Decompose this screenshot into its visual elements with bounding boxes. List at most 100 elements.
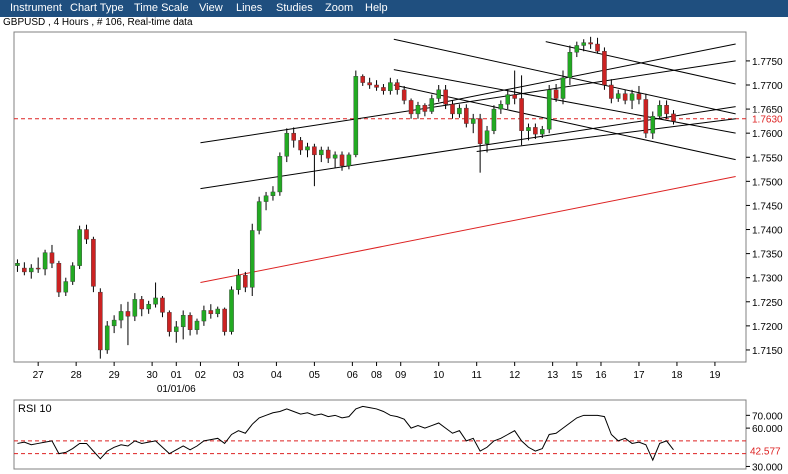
candle-body	[636, 93, 642, 100]
menu-instrument[interactable]: Instrument	[10, 2, 62, 14]
menu-lines[interactable]: Lines	[236, 2, 263, 14]
candle	[111, 315, 117, 334]
rsi-chart[interactable]: 70.000 60.000 30.000 42.577 RSI 10	[0, 397, 788, 474]
candle-body	[581, 42, 586, 46]
chart-title: GBPUSD , 4 Hours , # 106, Real-time data	[3, 17, 193, 28]
y-tick-label: 1.7500	[752, 177, 783, 188]
candle	[56, 260, 62, 297]
x-tick-label: 16	[595, 370, 607, 381]
candle	[464, 104, 469, 128]
candle	[98, 288, 103, 359]
candle-body	[174, 326, 179, 332]
candle	[574, 41, 580, 58]
menu-chart-type[interactable]: Chart Type	[70, 2, 124, 14]
candle-body	[546, 89, 552, 130]
candle-body	[505, 94, 511, 105]
x-tick-label: 03	[233, 370, 245, 381]
candle-body	[498, 104, 504, 110]
candle-body	[408, 100, 414, 115]
candle-body	[346, 154, 352, 167]
menu-zoom[interactable]: Zoom	[325, 2, 354, 14]
x-tick-label: 02	[195, 370, 207, 381]
candle	[319, 146, 324, 163]
rsi-current-value: 42.577	[750, 446, 781, 457]
candle	[629, 89, 635, 110]
candle	[15, 259, 20, 272]
candle	[277, 152, 283, 196]
candle-body	[28, 267, 34, 273]
candle-body	[622, 93, 628, 101]
candle	[187, 312, 193, 336]
candle	[588, 36, 593, 49]
candle	[332, 151, 338, 168]
candle	[491, 105, 497, 135]
candle-body	[325, 149, 331, 159]
candle	[436, 84, 441, 102]
x-tick-label: 19	[709, 370, 721, 381]
candle-body	[602, 51, 607, 86]
trendline	[428, 43, 736, 106]
menu-time-scale[interactable]: Time Scale	[134, 2, 189, 14]
candle	[91, 236, 96, 293]
date-label: 01/01/06	[157, 384, 196, 395]
candle-body	[443, 89, 448, 105]
candle	[201, 305, 207, 326]
candle-body	[229, 289, 234, 332]
plot-area	[13, 31, 747, 363]
candle-body	[422, 105, 428, 112]
candle-body	[284, 132, 290, 157]
candle-body	[567, 52, 573, 78]
candle-body	[243, 275, 248, 288]
candle-body	[291, 132, 296, 141]
candle	[104, 321, 110, 354]
candle-body	[208, 310, 214, 315]
candle-body	[339, 154, 345, 167]
candle	[174, 321, 179, 343]
candle-body	[512, 94, 517, 99]
candle	[291, 127, 296, 148]
candle	[484, 125, 490, 153]
candle-body	[277, 156, 283, 193]
candle	[236, 269, 241, 295]
trendline	[393, 69, 736, 134]
y-tick-label: 1.7300	[752, 274, 783, 285]
x-tick-label: 09	[395, 370, 407, 381]
candle	[35, 257, 41, 273]
candle	[339, 151, 345, 171]
candle	[125, 301, 131, 346]
candle	[602, 47, 607, 90]
y-tick-label: 1.7250	[752, 298, 783, 309]
candle-body	[139, 299, 145, 310]
y-tick-label: 1.7750	[752, 57, 783, 68]
candle-body	[477, 118, 483, 144]
candle	[146, 300, 151, 314]
rsi-plot-area	[13, 399, 747, 470]
candle	[477, 113, 483, 173]
candle	[42, 249, 48, 276]
candle	[595, 37, 600, 54]
menu-help[interactable]: Help	[365, 2, 388, 14]
candle-body	[153, 297, 158, 305]
candle	[270, 186, 276, 201]
candle	[139, 296, 145, 317]
x-tick-label: 11	[471, 370, 482, 381]
y-tick-label: 1.7150	[752, 346, 783, 357]
chart-title-bar: GBPUSD , 4 Hours , # 106, Real-time data	[0, 17, 788, 31]
menu-studies[interactable]: Studies	[276, 2, 313, 14]
candle	[77, 225, 82, 270]
candle	[346, 152, 352, 170]
candle-body	[360, 76, 366, 83]
candle-body	[484, 130, 490, 144]
candle-body	[629, 93, 635, 101]
y-tick-label: 1.7400	[752, 226, 783, 237]
candle-body	[381, 87, 386, 91]
price-chart[interactable]: 1.7150 1.7200 1.7250 1.7300 1.7350 1.7400 1.74…	[0, 30, 788, 397]
candle	[498, 100, 504, 114]
y-tick-label: 1.7450	[752, 201, 783, 212]
candle-body	[491, 108, 497, 131]
candle-body	[15, 263, 20, 266]
menu-view[interactable]: View	[199, 2, 223, 14]
price-label-box	[748, 112, 788, 125]
candle	[505, 89, 511, 110]
candle-body	[312, 146, 317, 156]
